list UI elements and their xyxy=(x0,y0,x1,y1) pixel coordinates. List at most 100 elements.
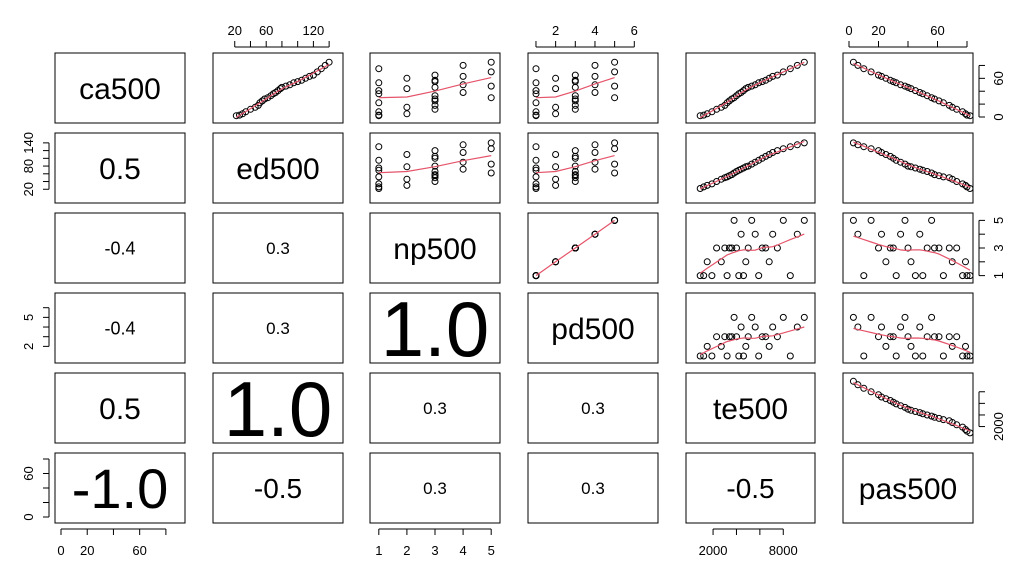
tick-label: 1 xyxy=(375,543,382,558)
scatter-point xyxy=(740,87,747,95)
scatter-point xyxy=(375,180,383,188)
scatter-point xyxy=(532,87,540,95)
scatter-point xyxy=(717,342,725,350)
scatter-point xyxy=(571,244,579,252)
scatter-point xyxy=(487,139,495,147)
correlation-value: 0.3 xyxy=(266,319,290,338)
tick-label: 6 xyxy=(631,23,638,38)
correlation-value: 0.5 xyxy=(99,153,141,186)
panel-border xyxy=(369,452,501,524)
tick-label: 80 xyxy=(21,159,36,173)
scatter-point xyxy=(700,111,708,119)
panel-pas500-pas500: pas500 xyxy=(842,452,974,524)
tick-label: 60 xyxy=(132,543,146,558)
panel-pd500-pd500: pd500 xyxy=(527,292,659,364)
scatter-point xyxy=(552,74,560,82)
scatter-point xyxy=(532,164,540,172)
scatter-point xyxy=(611,145,619,153)
panel-border xyxy=(369,52,501,124)
scatter-point xyxy=(713,333,721,341)
tick-label: 2000 xyxy=(991,412,1006,441)
panel-border xyxy=(212,52,344,124)
scatter-point xyxy=(591,72,599,80)
panel-te500-ca500: 0.5 xyxy=(54,372,186,444)
scatter-point xyxy=(713,105,721,113)
scatter-point xyxy=(375,166,383,174)
y-axis-pd500: 25 xyxy=(21,307,50,350)
scatter-point xyxy=(737,230,745,238)
scatter-point xyxy=(696,185,704,192)
tick-label: 5 xyxy=(488,543,495,558)
scatter-point xyxy=(286,81,294,89)
scatter-point xyxy=(294,78,302,86)
scatter-point xyxy=(963,427,971,435)
scatter-point xyxy=(875,391,882,399)
panel-np500-pd500 xyxy=(527,212,659,284)
scatter-point xyxy=(875,244,882,252)
scatter-point xyxy=(532,183,540,191)
tick-label: 20 xyxy=(871,23,885,38)
panel-pas500-ed500: -0.5 xyxy=(212,452,344,524)
correlation-value: 1.0 xyxy=(381,285,489,373)
smooth-line xyxy=(853,327,971,353)
scatter-point xyxy=(403,163,411,171)
scatter-point xyxy=(247,105,254,113)
scatter-point xyxy=(928,313,936,321)
panel-border xyxy=(369,212,501,284)
scatter-point xyxy=(907,342,915,350)
scatter-point xyxy=(892,352,900,360)
scatter-point xyxy=(886,76,894,84)
scatter-point xyxy=(703,110,711,118)
scatter-point xyxy=(755,156,763,164)
smooth-line xyxy=(853,62,971,117)
scatter-point xyxy=(571,83,579,91)
scatter-point xyxy=(751,323,759,331)
panel-border xyxy=(369,292,501,364)
panel-ca500-ca500: ca500 xyxy=(54,52,186,124)
scatter-point xyxy=(591,61,599,69)
scatter-point xyxy=(867,313,875,321)
tick-label: 4 xyxy=(459,543,466,558)
scatter-point xyxy=(703,258,711,266)
scatter-point xyxy=(532,180,540,188)
scatter-point xyxy=(882,74,890,82)
scatter-point xyxy=(928,216,936,224)
scatter-point xyxy=(935,97,943,105)
tick-label: 60 xyxy=(21,466,36,480)
scatter-point xyxy=(882,395,890,403)
scatter-point xyxy=(911,164,919,172)
correlation-value: -0.4 xyxy=(104,238,135,258)
panel-ca500-pas500 xyxy=(842,52,974,124)
scatter-point xyxy=(740,352,747,360)
panel-border xyxy=(527,452,659,524)
panel-border xyxy=(369,372,501,444)
scatter-point xyxy=(928,169,936,177)
scatter-point xyxy=(532,65,540,73)
panel-ca500-np500 xyxy=(369,52,501,124)
scatter-point xyxy=(403,181,411,189)
scatter-point xyxy=(552,181,560,189)
scatter-point xyxy=(916,409,924,417)
scatter-point xyxy=(769,323,777,331)
scatter-point xyxy=(591,89,599,96)
panel-ed500-ed500: ed500 xyxy=(212,132,344,204)
panel-border xyxy=(54,132,186,204)
scatter-point xyxy=(963,352,971,360)
scatter-point xyxy=(611,139,619,147)
scatter-point xyxy=(487,94,495,102)
scatter-point xyxy=(532,156,540,164)
tick-label: 0 xyxy=(57,543,64,558)
scatter-point xyxy=(758,78,766,86)
scatter-point xyxy=(730,313,738,321)
scatter-point xyxy=(459,89,467,96)
smooth-line xyxy=(535,77,615,99)
correlation-value: 0.3 xyxy=(423,479,447,498)
scatter-point xyxy=(758,154,766,162)
panel-ca500-te500 xyxy=(685,52,816,124)
scatter-point xyxy=(755,272,763,280)
scatter-point xyxy=(611,82,619,90)
scatter-point xyxy=(730,216,738,224)
scatter-point xyxy=(591,165,599,173)
scatter-point xyxy=(849,58,857,66)
scatter-point xyxy=(571,95,579,103)
